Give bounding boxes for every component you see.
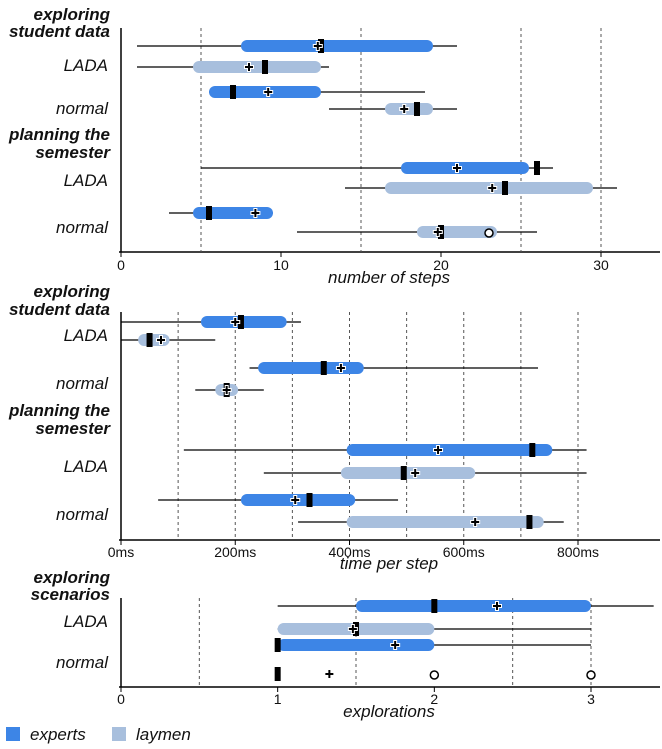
box-experts (274, 638, 591, 652)
box-laymen (263, 466, 587, 480)
x-axis-title: time per step (340, 554, 438, 573)
tick-label: 1 (274, 691, 282, 707)
iqr-box (356, 600, 591, 612)
group-label: planning the (8, 401, 110, 420)
box-laymen (298, 515, 564, 529)
legend: experts laymen (6, 725, 191, 744)
tick-label: 800ms (557, 544, 599, 560)
x-axis-title: explorations (343, 702, 435, 721)
box-laymen (329, 102, 457, 116)
group-label: semester (35, 419, 111, 438)
row-label: normal (56, 99, 109, 118)
median-marker (431, 599, 438, 613)
tick-label: 10 (273, 257, 289, 273)
tick-label: 2 (430, 691, 438, 707)
box-experts (249, 361, 539, 375)
box-experts (158, 493, 399, 507)
box-laymen (274, 667, 596, 681)
group-label: exploring (33, 282, 110, 301)
row-label: normal (56, 218, 109, 237)
median-marker (262, 60, 268, 74)
median-marker (529, 443, 536, 457)
tick-label: 30 (593, 257, 609, 273)
median-marker (306, 493, 313, 507)
box-experts (137, 39, 457, 53)
row-label: normal (56, 374, 109, 393)
box-experts (121, 315, 301, 329)
group-label: student data (9, 300, 110, 319)
tick-label: 400ms (328, 544, 370, 560)
median-marker (502, 181, 508, 195)
iqr-box (346, 444, 553, 456)
tick-label: 0 (117, 257, 125, 273)
box-experts (201, 161, 553, 175)
box-experts (169, 206, 273, 220)
box-laymen (137, 60, 329, 74)
median-marker (534, 161, 540, 175)
iqr-box (401, 162, 529, 174)
legend-label-laymen: laymen (136, 725, 191, 744)
outlier-point (586, 670, 596, 680)
panel-2: 0ms 200ms 400ms 600ms 800ms time per step expl… (8, 282, 660, 573)
iqr-box (241, 40, 433, 52)
iqr-box (346, 516, 544, 528)
row-label: LADA (64, 457, 108, 476)
box-laymen (345, 181, 617, 195)
box-laymen (195, 383, 264, 397)
group-label: semester (35, 143, 111, 162)
iqr-box (258, 362, 364, 374)
median-marker (146, 333, 153, 347)
box-laymen (297, 225, 537, 239)
box-experts (209, 85, 425, 99)
row-label: LADA (64, 171, 108, 190)
group-label: exploring (33, 568, 110, 587)
outlier-point (429, 670, 440, 680)
iqr-box (277, 639, 435, 651)
median-marker (320, 361, 327, 375)
group-label: scenarios (31, 585, 110, 604)
iqr-box (193, 61, 321, 73)
row-label: LADA (64, 326, 108, 345)
median-marker (274, 667, 281, 681)
box-experts (183, 443, 587, 457)
legend-label-experts: experts (30, 725, 86, 744)
row-label: normal (56, 505, 109, 524)
median-marker (414, 102, 420, 116)
median-marker (206, 206, 212, 220)
legend-swatch-laymen (112, 727, 126, 741)
median-marker (526, 515, 533, 529)
median-marker (400, 466, 407, 480)
group-label: student data (9, 22, 110, 41)
tick-label: 600ms (443, 544, 485, 560)
tick-label: 0ms (108, 544, 134, 560)
tick-label: 0 (117, 691, 125, 707)
iqr-box (340, 467, 476, 479)
outlier-point (484, 228, 494, 238)
box-laymen (277, 622, 591, 636)
box-experts (277, 599, 654, 613)
x-axis-title: number of steps (328, 268, 450, 287)
tick-label: 3 (587, 691, 595, 707)
group-label: planning the (8, 125, 110, 144)
legend-swatch-experts (6, 727, 20, 741)
box-laymen (121, 333, 216, 347)
median-marker (230, 85, 236, 99)
median-marker (274, 638, 281, 652)
tick-label: 200ms (214, 544, 256, 560)
row-label: normal (56, 653, 109, 672)
row-label: LADA (64, 56, 108, 75)
tick-label: 20 (433, 257, 449, 273)
group-label: exploring (33, 5, 110, 24)
iqr-box (193, 207, 273, 219)
median-marker (237, 315, 244, 329)
row-label: LADA (64, 612, 108, 631)
